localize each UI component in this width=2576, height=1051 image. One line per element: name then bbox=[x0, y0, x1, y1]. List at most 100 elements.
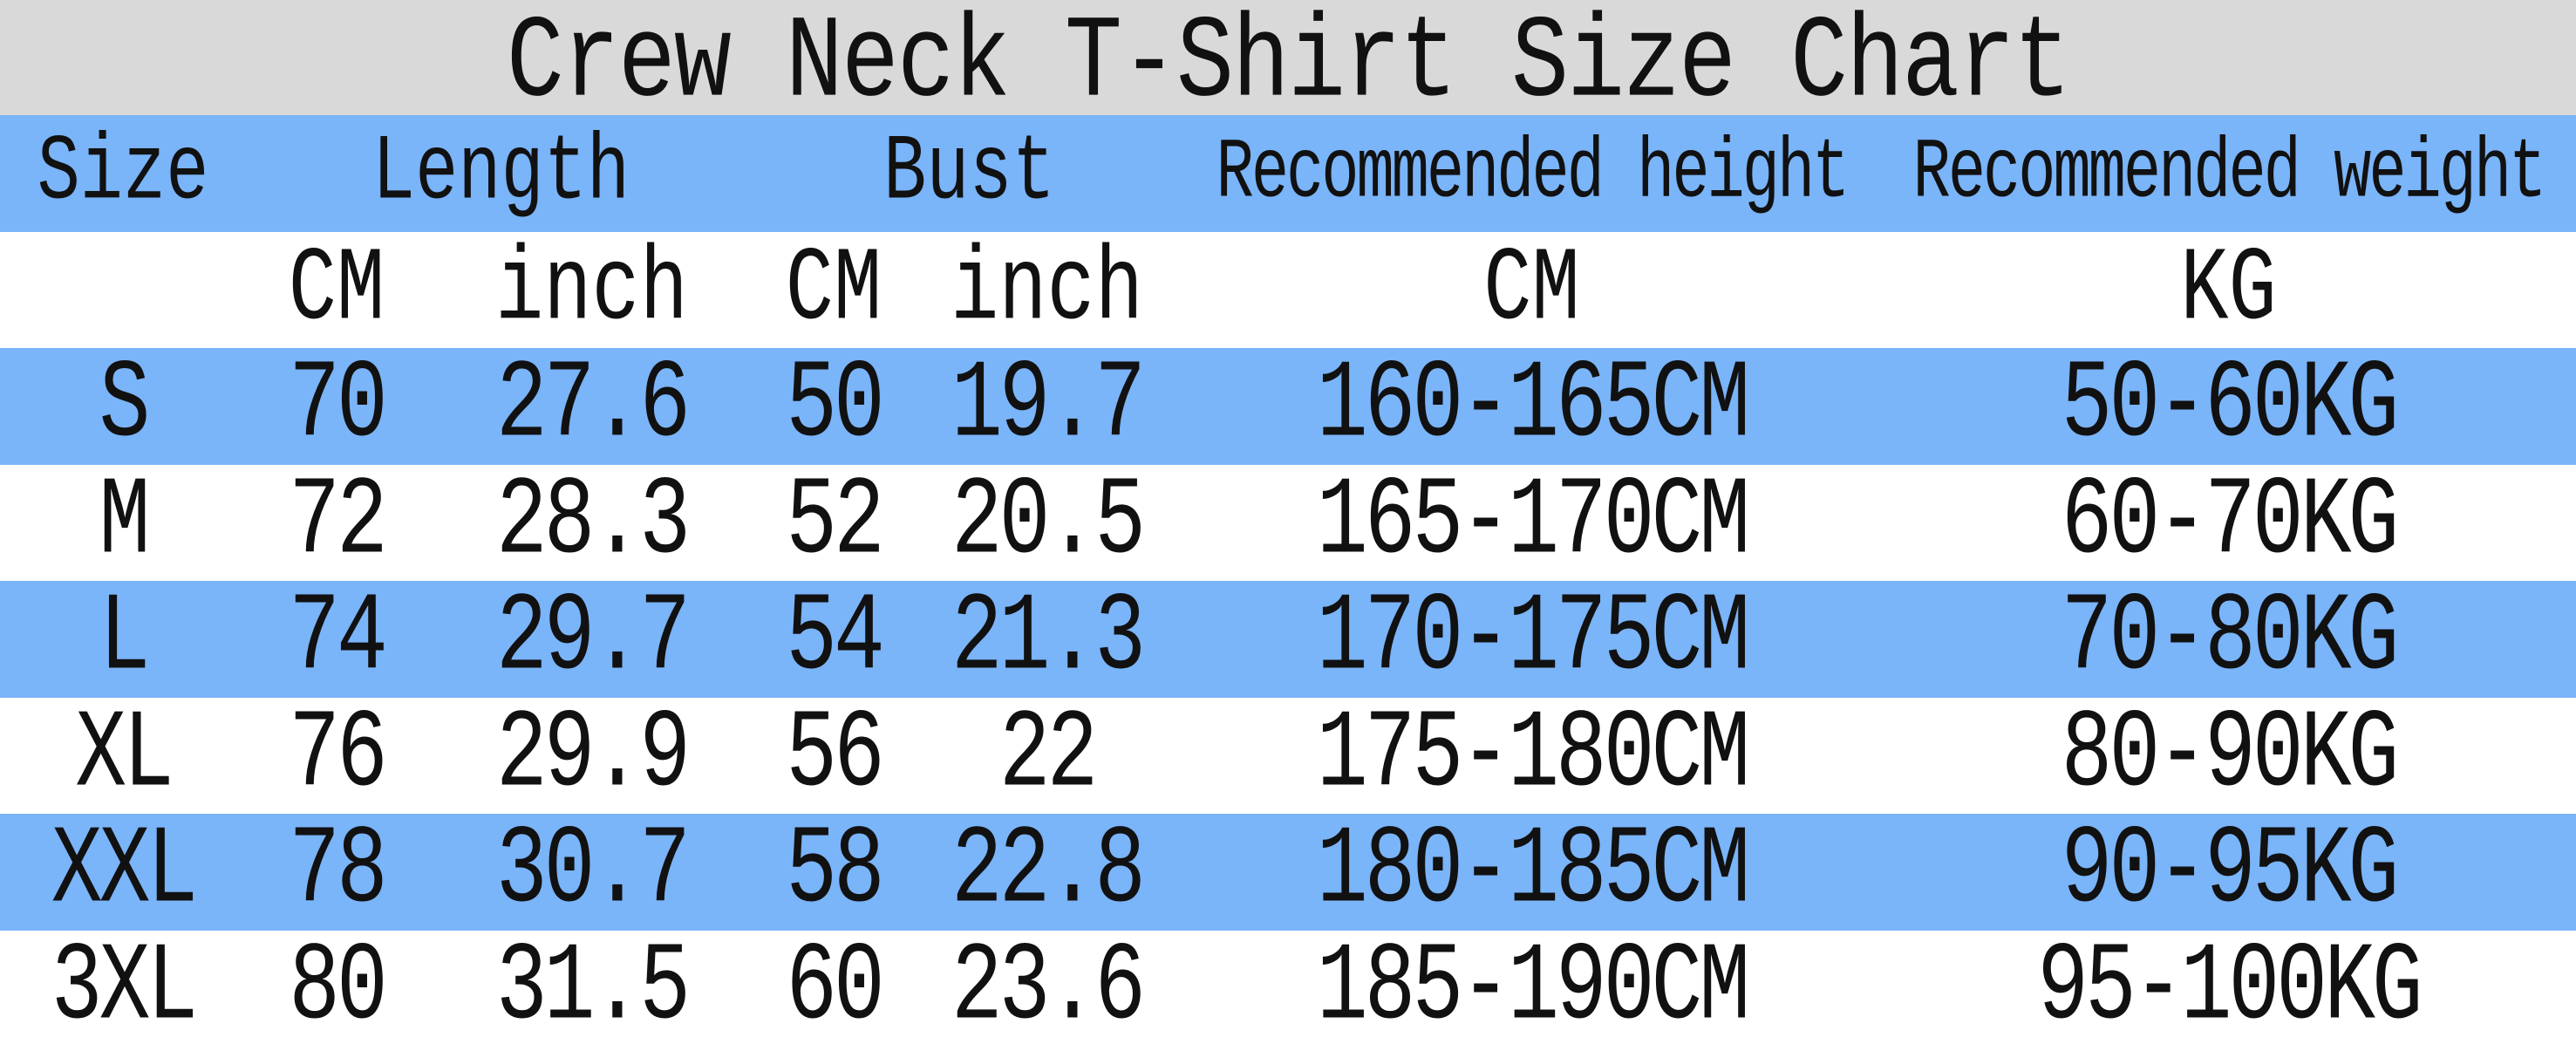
cell-value: 58 bbox=[786, 809, 885, 935]
units-row: CM inch CM inch CM KG bbox=[0, 230, 2576, 350]
cell-value: 50-60KG bbox=[2061, 343, 2400, 469]
table-cell: 165-170CM bbox=[1182, 460, 1881, 585]
cell-value: 54 bbox=[786, 576, 885, 702]
cell-value: 76 bbox=[289, 693, 388, 819]
table-cell: 23.6 bbox=[911, 925, 1182, 1051]
table-cell: 20.5 bbox=[911, 460, 1182, 585]
table-cell: 95-100KG bbox=[1881, 925, 2576, 1051]
table-cell: 58 bbox=[756, 809, 911, 935]
unit-label: inch bbox=[951, 230, 1143, 350]
cell-value: 170-175CM bbox=[1316, 576, 1750, 702]
cell-value: XL bbox=[75, 693, 174, 819]
cell-value: 27.6 bbox=[495, 343, 691, 469]
table-cell: 29.7 bbox=[427, 577, 756, 702]
cell-value: 95-100KG bbox=[2037, 925, 2423, 1051]
unit-label: CM bbox=[1483, 230, 1580, 350]
table-cell: 52 bbox=[756, 460, 911, 585]
header-size-label: Size bbox=[37, 120, 209, 227]
size-table: Size Length Bust Recommended height Reco… bbox=[0, 115, 2576, 1051]
table-cell: 50 bbox=[756, 344, 911, 469]
table-row: XL 76 29.9 56 22 175-180CM 80-90KG bbox=[0, 693, 2576, 818]
cell-value: M bbox=[99, 460, 151, 586]
cell-value: 60 bbox=[786, 925, 885, 1051]
cell-value: 30.7 bbox=[495, 809, 691, 935]
table-cell: 56 bbox=[756, 693, 911, 818]
table-cell: 60-70KG bbox=[1881, 460, 2576, 585]
table-cell: 70 bbox=[246, 344, 427, 469]
cell-value: 29.9 bbox=[495, 693, 691, 819]
cell-value: 180-185CM bbox=[1316, 809, 1750, 935]
table-row: XXL 78 30.7 58 22.8 180-185CM 90-95KG bbox=[0, 809, 2576, 935]
table-cell: 29.9 bbox=[427, 693, 756, 818]
cell-value: 60-70KG bbox=[2061, 460, 2400, 586]
units-cell-empty bbox=[0, 232, 246, 349]
table-cell: 28.3 bbox=[427, 460, 756, 585]
cell-value: 21.3 bbox=[951, 576, 1146, 702]
cell-value: 56 bbox=[786, 693, 885, 819]
title-band: Crew Neck T-Shirt Size Chart bbox=[0, 0, 2576, 131]
cell-value: 52 bbox=[786, 460, 885, 586]
cell-value: 31.5 bbox=[495, 925, 691, 1051]
table-cell: 22.8 bbox=[911, 809, 1182, 935]
cell-value: 74 bbox=[289, 576, 388, 702]
table-cell: 74 bbox=[246, 577, 427, 702]
unit-cell: CM bbox=[1182, 230, 1881, 350]
cell-value: 175-180CM bbox=[1316, 693, 1750, 819]
cell-value: 22.8 bbox=[951, 809, 1146, 935]
table-cell: 50-60KG bbox=[1881, 344, 2576, 469]
cell-value: L bbox=[99, 576, 151, 702]
table-cell: 27.6 bbox=[427, 344, 756, 469]
header-bust: Bust bbox=[756, 115, 1182, 232]
cell-value: 22 bbox=[998, 693, 1099, 819]
table-cell: 3XL bbox=[0, 925, 246, 1051]
table-cell: 160-165CM bbox=[1182, 344, 1881, 469]
table-cell: M bbox=[0, 460, 246, 585]
unit-label: KG bbox=[2180, 230, 2277, 350]
unit-cell: CM bbox=[246, 230, 427, 350]
table-cell: 90-95KG bbox=[1881, 809, 2576, 935]
table-row: 3XL 80 31.5 60 23.6 185-190CM 95-100KG bbox=[0, 925, 2576, 1051]
table-cell: 185-190CM bbox=[1182, 925, 1881, 1051]
cell-value: 160-165CM bbox=[1316, 343, 1750, 469]
table-row: L 74 29.7 54 21.3 170-175CM 70-80KG bbox=[0, 577, 2576, 702]
table-cell: 60 bbox=[756, 925, 911, 1051]
unit-cell: inch bbox=[427, 230, 756, 350]
cell-value: 3XL bbox=[51, 925, 198, 1051]
unit-label: CM bbox=[288, 230, 385, 350]
unit-label: inch bbox=[495, 230, 688, 350]
table-cell: 22 bbox=[911, 693, 1182, 818]
table-cell: 80-90KG bbox=[1881, 693, 2576, 818]
table-cell: 70-80KG bbox=[1881, 577, 2576, 702]
table-cell: XXL bbox=[0, 809, 246, 935]
unit-cell: CM bbox=[756, 230, 911, 350]
cell-value: 80 bbox=[289, 925, 388, 1051]
page-title: Crew Neck T-Shirt Size Chart bbox=[506, 0, 2071, 131]
table-cell: 31.5 bbox=[427, 925, 756, 1051]
cell-value: 78 bbox=[289, 809, 388, 935]
table-cell: 76 bbox=[246, 693, 427, 818]
table-cell: 80 bbox=[246, 925, 427, 1051]
header-length-label: Length bbox=[371, 120, 630, 227]
table-cell: 21.3 bbox=[911, 577, 1182, 702]
unit-label: CM bbox=[785, 230, 883, 350]
table-cell: XL bbox=[0, 693, 246, 818]
table-cell: 175-180CM bbox=[1182, 693, 1881, 818]
unit-cell: inch bbox=[911, 230, 1182, 350]
cell-value: 28.3 bbox=[495, 460, 691, 586]
header-length: Length bbox=[246, 115, 756, 232]
table-row: S 70 27.6 50 19.7 160-165CM 50-60KG bbox=[0, 344, 2576, 469]
cell-value: 80-90KG bbox=[2061, 693, 2400, 819]
table-cell: 72 bbox=[246, 460, 427, 585]
cell-value: 19.7 bbox=[951, 343, 1146, 469]
table-cell: 170-175CM bbox=[1182, 577, 1881, 702]
header-weight: Recommended weight bbox=[1881, 115, 2576, 232]
header-row: Size Length Bust Recommended height Reco… bbox=[0, 115, 2576, 232]
cell-value: 70 bbox=[289, 343, 388, 469]
header-bust-label: Bust bbox=[883, 120, 1055, 227]
table-cell: S bbox=[0, 344, 246, 469]
unit-cell: KG bbox=[1881, 230, 2576, 350]
cell-value: 72 bbox=[289, 460, 388, 586]
table-cell: 30.7 bbox=[427, 809, 756, 935]
header-height-label: Recommended height bbox=[1216, 125, 1850, 222]
header-height: Recommended height bbox=[1182, 115, 1881, 232]
